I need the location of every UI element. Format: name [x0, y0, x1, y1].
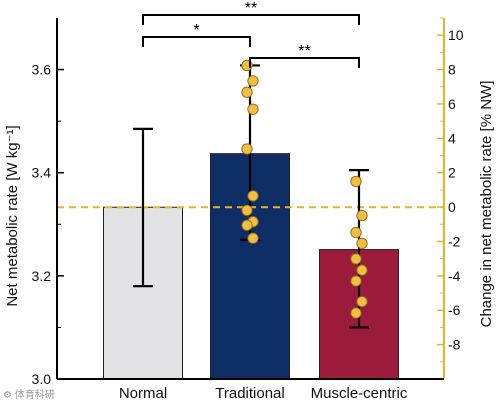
- y2-tick-label: 10: [448, 27, 464, 43]
- y-axis-label: Net metabolic rate [W kg⁻¹]: [4, 125, 21, 306]
- data-point: [350, 307, 362, 319]
- y2-tick-label: 6: [448, 96, 456, 112]
- significance-label: *: [193, 22, 199, 39]
- y-tick-label: 3.6: [32, 62, 52, 78]
- data-point: [241, 86, 253, 98]
- data-point: [350, 226, 362, 239]
- x-tick-label: Muscle-centric: [311, 385, 408, 402]
- significance-bracket: [142, 36, 251, 47]
- data-point: [247, 190, 259, 202]
- y2-axis-label: Change in net metabolic rate [% NW]: [478, 81, 495, 328]
- y-tick-label: 3.0: [32, 371, 52, 387]
- y2-tick-label: 2: [448, 165, 456, 181]
- y-tick-label: 3.4: [32, 165, 52, 181]
- x-tick-label: Normal: [119, 385, 167, 402]
- data-point: [241, 204, 253, 217]
- data-point: [350, 175, 362, 188]
- data-point: [350, 253, 362, 265]
- data-point: [356, 264, 368, 276]
- axes: 3.0 3.2 3.4 3.6 -8 -6 -4 -2 0 2 4 6 8 10 Normal Traditi…: [32, 17, 464, 402]
- data-point: [350, 275, 362, 287]
- significance-label: **: [245, 0, 257, 17]
- data-point: [241, 219, 253, 231]
- data-point: [241, 143, 253, 155]
- y2-tick-label: -6: [448, 302, 461, 318]
- significance-bracket: [249, 57, 360, 68]
- data-point: [356, 237, 368, 250]
- y2-tick-label: 4: [448, 130, 456, 146]
- y2-tick-label: -4: [448, 268, 461, 284]
- data-point: [356, 295, 368, 308]
- y2-tick-label: -8: [448, 337, 461, 353]
- data-point: [247, 103, 259, 115]
- significance-brackets: *****: [142, 0, 360, 68]
- x-tick-label: Traditional: [215, 385, 284, 402]
- significance-label: **: [298, 43, 310, 60]
- significance-bracket: [142, 14, 360, 25]
- y2-tick-label: 8: [448, 62, 456, 78]
- data-point: [247, 232, 259, 244]
- y2-tick-label: 0: [448, 199, 456, 215]
- data-points: [241, 59, 368, 319]
- y-tick-label: 3.2: [32, 268, 52, 284]
- data-point: [247, 75, 259, 87]
- y2-tick-label: -2: [448, 233, 461, 249]
- watermark: ⚙ 体育科研: [3, 388, 55, 401]
- data-point: [356, 209, 368, 222]
